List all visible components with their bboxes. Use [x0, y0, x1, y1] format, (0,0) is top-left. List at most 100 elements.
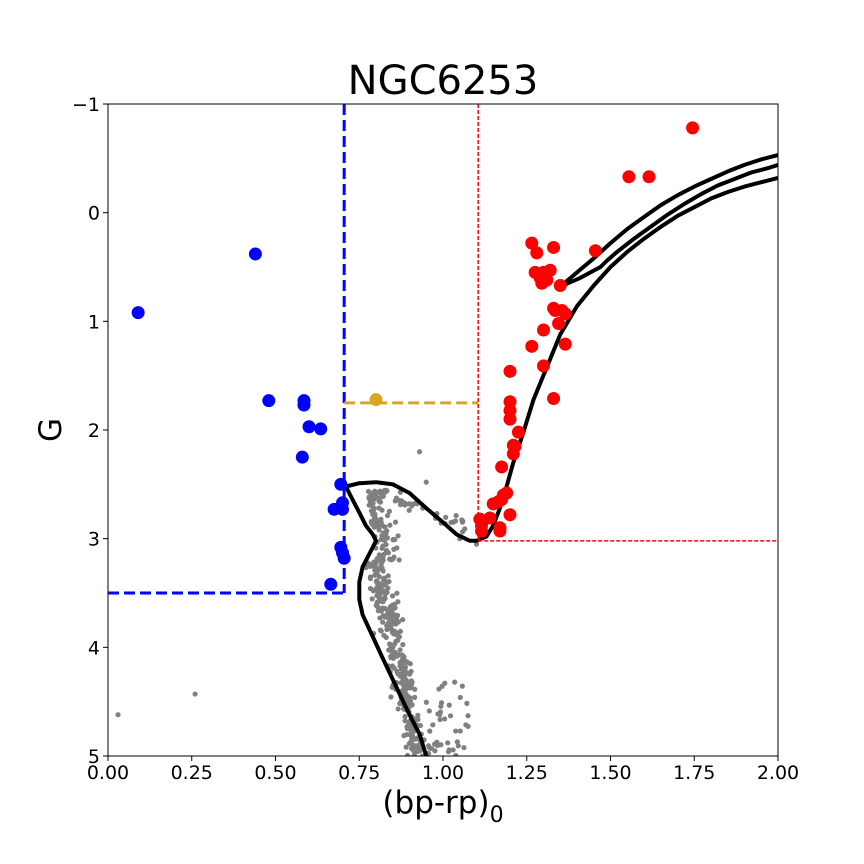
- field-star-point: [380, 613, 386, 619]
- field-star-point: [392, 605, 398, 611]
- field-star-point: [386, 647, 392, 653]
- field-star-point: [410, 733, 416, 739]
- field-star-point: [437, 709, 444, 715]
- red-giant-point: [503, 412, 517, 426]
- field-star-point: [404, 685, 410, 691]
- x-tick-label: 0.25: [171, 762, 213, 784]
- field-star-point: [391, 546, 397, 552]
- y-tick-label: 3: [88, 529, 100, 551]
- field-star-point: [407, 661, 413, 667]
- x-axis: 0.00 0.25 0.50 0.75 1.00 1.25 1.50 1.75 2.00: [87, 756, 799, 784]
- field-star-point: [455, 743, 461, 749]
- field-star-point: [387, 641, 393, 647]
- red-giant-point: [537, 323, 550, 337]
- field-star-point: [430, 722, 436, 728]
- field-star-point: [459, 683, 465, 689]
- field-star-point: [384, 535, 390, 541]
- red-giant-point: [525, 339, 539, 353]
- red-giant-point: [483, 511, 497, 525]
- red-giant-point: [496, 488, 510, 502]
- field-star-point: [389, 684, 395, 690]
- field-star-point: [416, 449, 423, 455]
- field-star-point: [412, 686, 418, 692]
- field-star-point: [376, 498, 382, 504]
- field-star-point: [192, 691, 198, 697]
- field-star-point: [454, 739, 460, 745]
- field-star-point: [400, 642, 406, 648]
- field-star-point: [375, 555, 382, 562]
- blue-straggler-point: [248, 247, 262, 261]
- field-star-point: [390, 537, 396, 543]
- field-star-point: [425, 743, 432, 749]
- x-tick-label: 2.00: [757, 762, 799, 784]
- x-tick-label: 1.00: [422, 762, 464, 784]
- y-axis: −1 0 1 2 3 4 5: [72, 94, 108, 768]
- field-star-point: [407, 698, 413, 704]
- field-star-point: [412, 694, 418, 700]
- blue-straggler-point: [324, 577, 338, 591]
- x-axis-label-main: (bp-rp): [382, 785, 489, 821]
- blue-straggler-point: [337, 551, 351, 565]
- y-tick-label: 1: [88, 311, 100, 333]
- field-star-point: [423, 479, 429, 485]
- field-star-point: [393, 630, 400, 636]
- blue-straggler-point: [295, 450, 309, 464]
- field-star-point: [442, 680, 448, 686]
- field-star-point: [409, 702, 415, 708]
- field-star-point: [396, 557, 402, 563]
- field-star-point: [395, 637, 401, 643]
- y-tick-label: 4: [88, 637, 100, 659]
- x-tick-label: 1.50: [589, 762, 631, 784]
- blue-straggler-point: [314, 422, 328, 436]
- field-star-point: [437, 716, 443, 723]
- red-giant-point: [503, 364, 517, 378]
- chart-title: NGC6253: [348, 58, 539, 104]
- field-star-point: [408, 728, 414, 734]
- field-star-point: [376, 574, 382, 580]
- field-star-point: [395, 706, 401, 712]
- field-star-point: [427, 728, 433, 734]
- field-star-point: [391, 665, 397, 671]
- field-star-point: [376, 505, 382, 511]
- field-star-point: [465, 723, 471, 729]
- field-star-point: [380, 606, 386, 612]
- field-star-point: [389, 593, 396, 599]
- blue-straggler-point: [336, 502, 349, 516]
- red-giant-point: [475, 524, 489, 538]
- field-star-point: [402, 502, 408, 508]
- x-tick-label: 1.75: [673, 762, 715, 784]
- blue-straggler-point: [297, 398, 311, 412]
- field-star-point: [374, 490, 380, 496]
- red-giant-point: [686, 121, 700, 135]
- field-star-point: [380, 619, 386, 625]
- field-star-point: [391, 612, 397, 618]
- field-star-point: [397, 659, 403, 666]
- field-star-point: [365, 488, 372, 495]
- red-giant-point: [622, 170, 636, 184]
- field-star-point: [388, 653, 394, 659]
- isochrone-giant-branch-b: [564, 162, 778, 287]
- red-giant-point: [537, 359, 550, 373]
- field-star-point: [446, 702, 452, 708]
- field-star-point: [401, 675, 407, 681]
- red-giant-point: [547, 240, 561, 254]
- field-star-point: [438, 700, 445, 706]
- red-giant-point: [495, 460, 509, 474]
- red-giant-point: [503, 508, 517, 522]
- field-star-point: [371, 564, 378, 570]
- x-tick-label: 0.00: [87, 762, 129, 784]
- blue-straggler-point: [131, 306, 145, 320]
- field-star-point: [377, 591, 383, 597]
- field-star-point: [417, 722, 423, 729]
- field-star-point: [382, 524, 388, 530]
- red-giant-point: [547, 391, 561, 405]
- field-star-point: [371, 559, 377, 565]
- y-tick-label: 0: [88, 203, 100, 225]
- y-tick-label: 5: [88, 746, 100, 768]
- x-axis-label: (bp-rp)0: [382, 785, 503, 828]
- field-star-point: [374, 578, 380, 584]
- plot-frame: [107, 103, 779, 757]
- y-axis-label: G: [33, 418, 69, 442]
- red-giant-point: [493, 524, 507, 538]
- red-giant-point: [508, 439, 522, 453]
